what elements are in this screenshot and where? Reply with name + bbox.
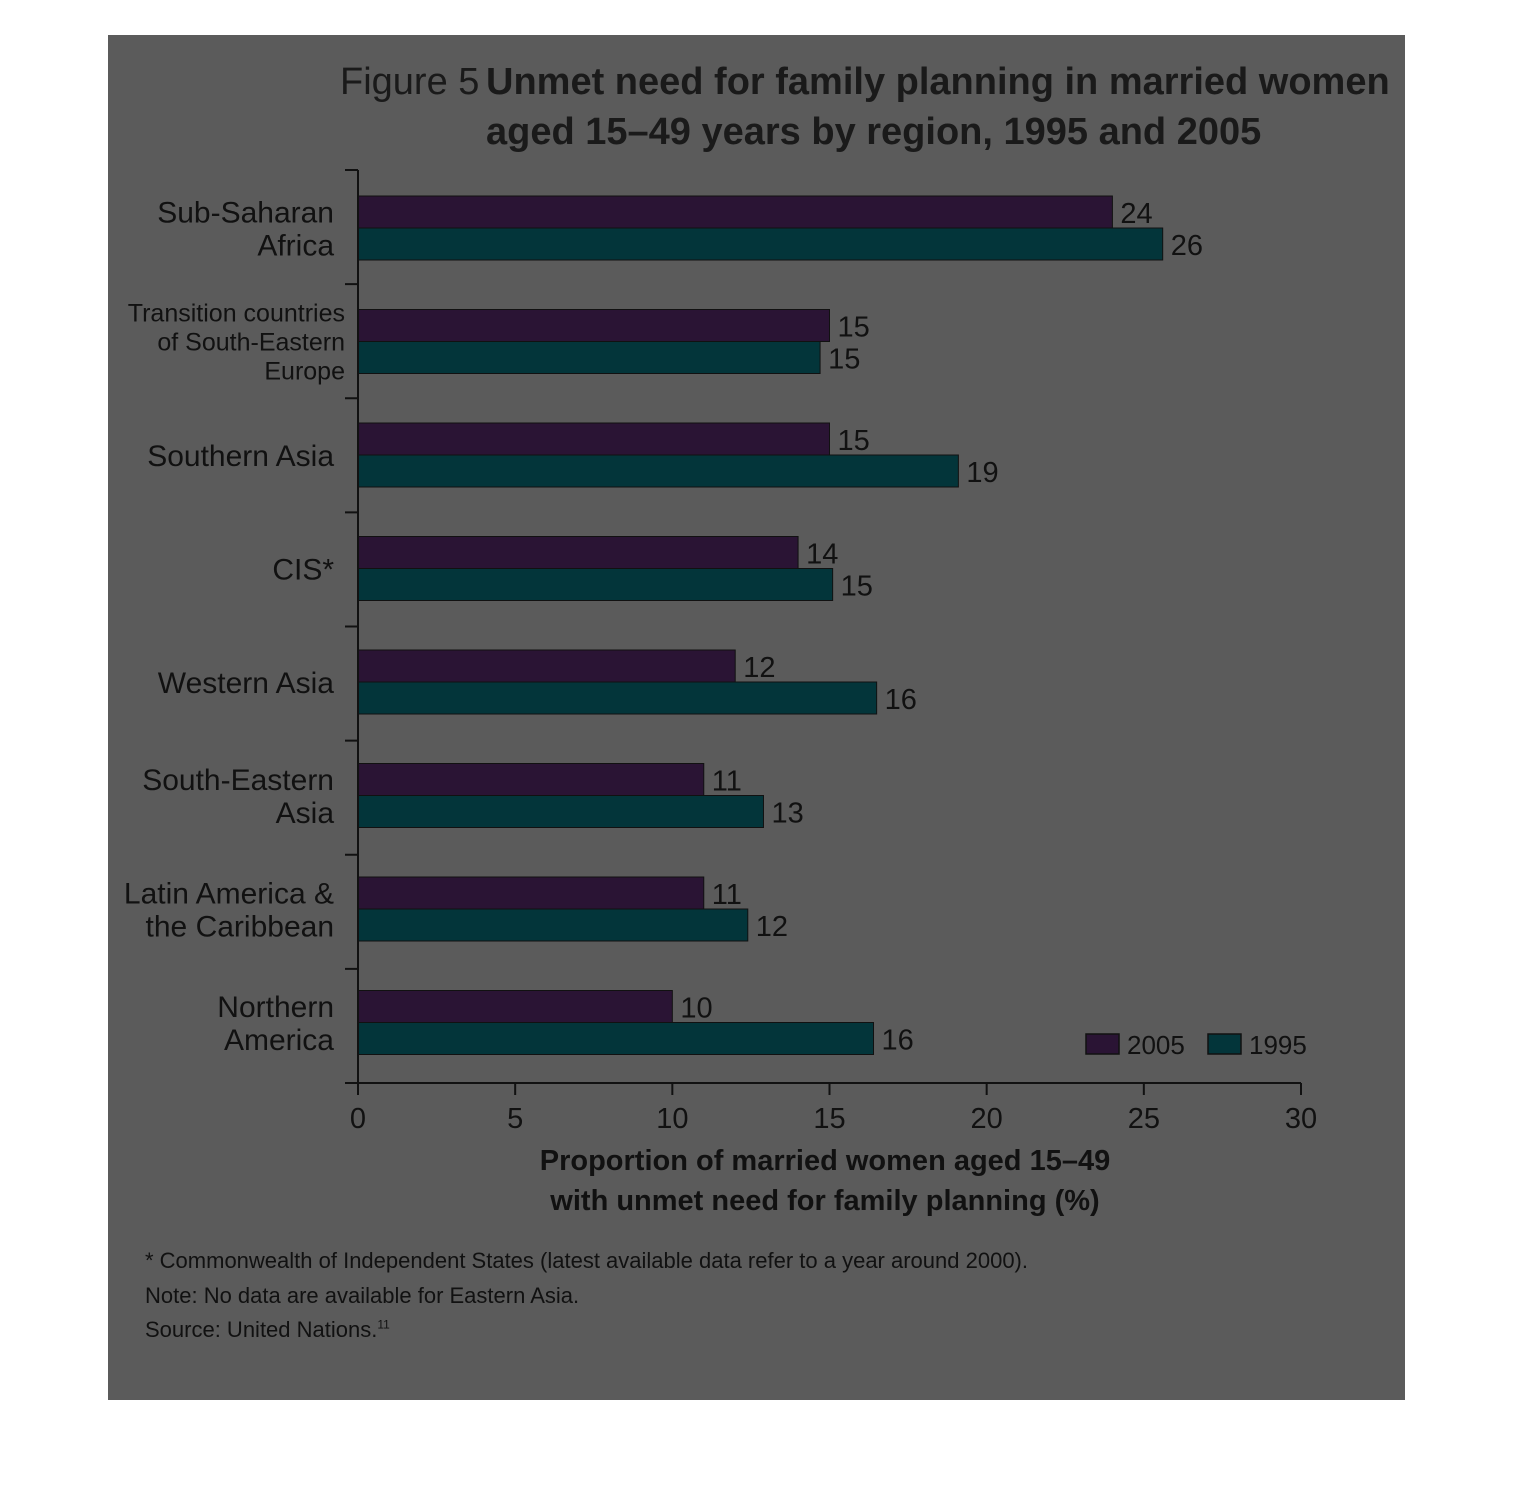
x-tick-label-5: 5 bbox=[507, 1103, 523, 1135]
value-label-1995-1: 15 bbox=[828, 344, 860, 376]
x-axis-title-line-1: Proportion of married women aged 15–49 bbox=[540, 1145, 1110, 1177]
bar-1995-6 bbox=[357, 908, 749, 942]
note-no-data: Note: No data are available for Eastern … bbox=[145, 1283, 580, 1308]
x-tick-label-20: 20 bbox=[971, 1103, 1003, 1135]
bar-1995-1 bbox=[357, 341, 821, 374]
bar-2005-6 bbox=[357, 876, 705, 910]
category-labels: Sub-Saharan Africa Transition countries of … bbox=[124, 197, 345, 1058]
category-label-5: South-Eastern Asia bbox=[142, 764, 334, 830]
bar-2005-0 bbox=[357, 195, 1113, 229]
category-label-4: Western Asia bbox=[158, 667, 335, 700]
footnote-cis: * Commonwealth of Independent States (la… bbox=[145, 1248, 1028, 1273]
value-label-2005-1: 15 bbox=[838, 312, 870, 344]
x-axis-title-line-2: with unmet need for family planning (%) bbox=[549, 1185, 1099, 1217]
title-line-2: aged 15–49 years by region, 1995 and 200… bbox=[486, 111, 1261, 153]
legend-label-1995: 1995 bbox=[1249, 1030, 1307, 1060]
legend: 2005 1995 bbox=[1085, 1030, 1307, 1060]
value-label-1995-5: 13 bbox=[771, 798, 803, 830]
bar-1995-3 bbox=[357, 568, 834, 601]
bar-2005-4 bbox=[357, 649, 736, 683]
value-label-1995-6: 12 bbox=[756, 911, 788, 943]
value-label-2005-4: 12 bbox=[743, 652, 775, 684]
legend-label-2005: 2005 bbox=[1127, 1030, 1185, 1060]
x-tick-label-10: 10 bbox=[656, 1103, 688, 1135]
bar-2005-2 bbox=[357, 422, 830, 456]
bar-1995-5 bbox=[357, 795, 764, 828]
axes: 0 5 10 15 20 25 30 Proportion of married women … bbox=[345, 169, 1317, 1217]
value-label-2005-3: 14 bbox=[806, 539, 838, 571]
value-label-2005-7: 10 bbox=[680, 993, 712, 1025]
value-label-2005-6: 11 bbox=[712, 879, 742, 911]
bar-2005-7 bbox=[357, 990, 673, 1023]
value-label-1995-2: 19 bbox=[966, 457, 998, 489]
title-line-1: Unmet need for family planning in marrie… bbox=[486, 61, 1390, 103]
source-reference: 11 bbox=[377, 1317, 390, 1332]
title-prefix: Figure 5 bbox=[340, 61, 479, 103]
source-text: Source: United Nations. bbox=[145, 1317, 378, 1342]
value-label-1995-0: 26 bbox=[1171, 230, 1203, 262]
legend-swatch-2005 bbox=[1085, 1033, 1120, 1055]
bar-1995-0 bbox=[357, 227, 1164, 261]
category-label-1: Transition countries of South-Eastern Euro… bbox=[128, 300, 345, 386]
bar-1995-2 bbox=[357, 454, 959, 488]
category-label-3: CIS* bbox=[272, 554, 334, 587]
chart-title: Figure 5 Unmet need for family planning i… bbox=[340, 61, 1390, 153]
x-tick-label-30: 30 bbox=[1285, 1103, 1317, 1135]
value-label-1995-4: 16 bbox=[885, 684, 917, 716]
value-label-2005-0: 24 bbox=[1120, 198, 1152, 230]
source-note: Source: United Nations.11 bbox=[145, 1317, 390, 1343]
x-tick-label-0: 0 bbox=[350, 1103, 366, 1135]
category-label-0: Sub-Saharan Africa bbox=[157, 197, 334, 263]
figure-panel bbox=[108, 35, 1405, 1400]
value-label-1995-3: 15 bbox=[841, 571, 873, 603]
value-label-2005-5: 11 bbox=[712, 766, 742, 798]
bar-2005-5 bbox=[357, 763, 705, 796]
value-label-1995-7: 16 bbox=[882, 1025, 914, 1057]
x-tick-label-25: 25 bbox=[1128, 1103, 1160, 1135]
category-label-6: Latin America & the Caribbean bbox=[124, 878, 334, 944]
x-tick-label-15: 15 bbox=[813, 1103, 845, 1135]
bar-1995-4 bbox=[357, 681, 878, 715]
value-label-2005-2: 15 bbox=[838, 425, 870, 457]
category-label-7: Northern America bbox=[217, 991, 334, 1057]
bar-1995-7 bbox=[357, 1022, 875, 1055]
bar-2005-1 bbox=[357, 309, 830, 342]
legend-swatch-1995 bbox=[1207, 1033, 1242, 1055]
bar-2005-3 bbox=[357, 536, 799, 569]
category-label-2: Southern Asia bbox=[147, 440, 334, 473]
